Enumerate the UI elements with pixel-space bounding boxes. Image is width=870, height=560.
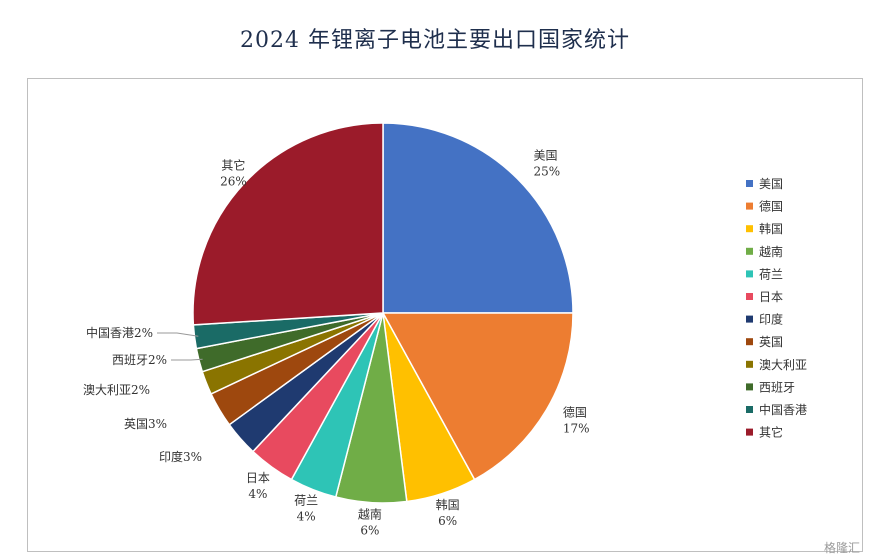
legend-label-2: 德国: [759, 199, 783, 214]
legend-label-8: 英国: [759, 335, 783, 349]
legend-label-5: 荷兰: [759, 267, 783, 281]
slice-10-leader-line: [171, 358, 203, 361]
legend-label-7: 印度: [759, 312, 783, 327]
slice-6-value-label: 4%: [248, 487, 267, 501]
slice-4-name-label: 越南: [358, 507, 382, 522]
legend-swatch-3: [746, 225, 753, 233]
slice-2-name-label: 德国: [563, 404, 587, 419]
slice-12-value-label: 26%: [220, 175, 247, 189]
slice-12-name-label: 其它: [221, 158, 245, 173]
slice-2-wedge: [381, 312, 574, 481]
slice-12-wedge: [192, 122, 384, 326]
legend-swatch-1: [746, 180, 753, 187]
pie-slices: [192, 122, 574, 504]
slice-1-wedge: [382, 122, 574, 314]
legend-swatch-4: [746, 247, 753, 255]
slice-1-value-label: 25%: [534, 165, 561, 179]
slice-6-name-label: 日本: [246, 471, 270, 485]
slice-1-name-label: 美国: [534, 149, 558, 163]
watermark: 格隆汇: [823, 541, 860, 555]
slice-9-label: 澳大利亚2%: [83, 383, 150, 397]
slice-3-name-label: 韩国: [436, 497, 460, 512]
legend-label-4: 越南: [759, 244, 783, 259]
leader-lines: [157, 332, 203, 361]
slice-10-label: 西班牙2%: [112, 353, 167, 367]
legend-label-6: 日本: [759, 290, 783, 304]
legend-swatch-10: [746, 383, 753, 391]
legend-label-10: 西班牙: [759, 380, 795, 394]
slice-11-label: 中国香港2%: [86, 325, 153, 340]
legend-swatch-5: [746, 270, 753, 278]
legend-label-11: 中国香港: [759, 402, 807, 417]
legend-swatch-9: [746, 360, 753, 368]
slice-11-leader-line: [157, 332, 199, 337]
legend-label-1: 美国: [759, 177, 783, 191]
legend-swatch-8: [746, 338, 753, 346]
legend-label-12: 其它: [759, 425, 783, 440]
legend-swatch-12: [746, 428, 753, 436]
slice-3-value-label: 6%: [438, 514, 457, 528]
legend-label-3: 韩国: [759, 221, 783, 236]
chart-frame: [27, 78, 863, 552]
legend-swatch-7: [746, 315, 753, 323]
slice-4-value-label: 6%: [360, 524, 379, 538]
legend-label-9: 澳大利亚: [759, 358, 807, 372]
slice-5-name-label: 荷兰: [294, 493, 318, 507]
slice-labels: 美国 25% 德国 17% 韩国 6% 越南 6% 荷兰 4% 日本 4% 印度3% 英国3% 澳大利亚2%…: [83, 149, 590, 538]
slice-5-value-label: 4%: [297, 509, 316, 523]
legend-swatch-2: [746, 202, 753, 210]
legend-swatch-6: [746, 293, 753, 300]
slice-2-value-label: 17%: [563, 421, 590, 435]
chart-title: 2024 年锂离子电池主要出口国家统计: [240, 28, 630, 53]
slice-8-label: 英国3%: [124, 417, 167, 431]
legend-swatch-11: [746, 406, 753, 413]
slice-7-label: 印度3%: [159, 449, 202, 464]
